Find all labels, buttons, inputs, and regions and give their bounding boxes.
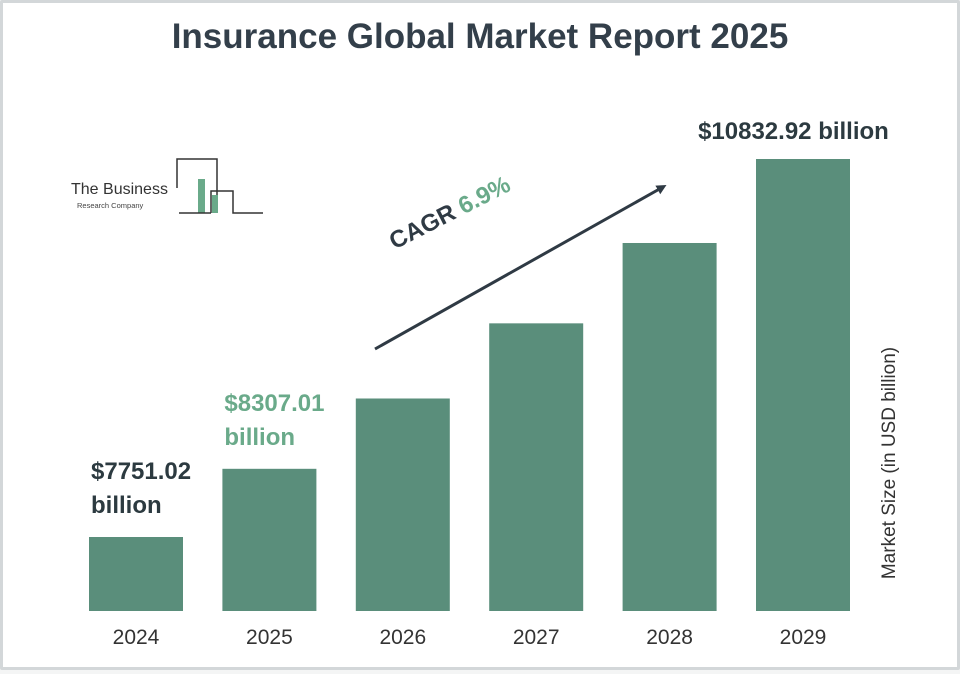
bar-2028 bbox=[622, 242, 717, 612]
x-tick-label: 2027 bbox=[513, 626, 560, 649]
x-tick-label: 2026 bbox=[379, 626, 426, 649]
cagr-arrow bbox=[374, 185, 667, 351]
bar-2026 bbox=[355, 398, 450, 611]
x-tick-label: 2025 bbox=[246, 626, 293, 649]
bar-2025 bbox=[222, 468, 317, 611]
data-label-2029: $10832.92 billion bbox=[698, 118, 889, 145]
bar-2029 bbox=[756, 159, 850, 611]
company-logo: The Business Research Company bbox=[67, 153, 267, 223]
x-tick-label: 2024 bbox=[113, 626, 160, 649]
data-label-2024: $7751.02 billion bbox=[91, 458, 192, 519]
chart-title: Insurance Global Market Report 2025 bbox=[171, 17, 789, 56]
x-tick-label: 2029 bbox=[780, 626, 827, 649]
logo-subtitle-text: Research Company bbox=[77, 201, 144, 210]
logo-buildings-icon bbox=[176, 158, 263, 214]
data-label-2025: $8307.01 billion bbox=[224, 389, 325, 451]
bar-2027 bbox=[489, 323, 584, 611]
logo-name-text: The Business bbox=[71, 181, 168, 198]
y-axis-label: Market Size (in USD billion) bbox=[879, 346, 900, 580]
bar-2024 bbox=[89, 537, 183, 611]
x-tick-label: 2028 bbox=[646, 626, 693, 649]
bar-chart: 2024 2025 2026 2027 2028 2029 bbox=[89, 159, 850, 649]
